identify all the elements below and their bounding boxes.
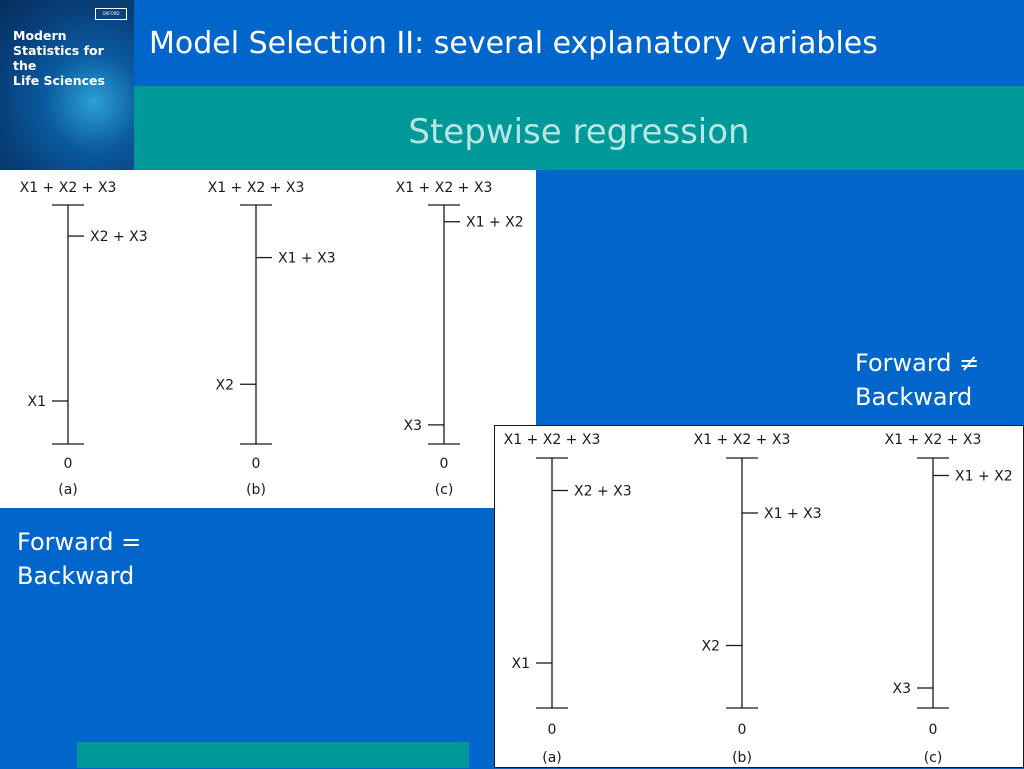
top-diagram-step-label-1-1: X2 [216, 377, 235, 393]
bottom-diagram-step-label-1-0: X1 + X3 [764, 506, 822, 522]
forward-eq-backward-label: Forward = Backward [17, 525, 141, 593]
top-diagram-zero-label-0: 0 [64, 456, 73, 472]
bottom-diagram-step-label-1-1: X2 [702, 639, 721, 655]
title-bar: Model Selection II: several explanatory … [134, 0, 1024, 86]
slide-title: Model Selection II: several explanatory … [149, 26, 878, 61]
forward-neq-line-2: Backward [855, 383, 973, 411]
bottom-diagram-step-label-0-1: X1 [512, 656, 531, 672]
bottom-diagram-caption-1: (b) [732, 750, 752, 766]
forward-neq-line-1: Forward ≠ [855, 349, 980, 377]
bottom-diagram-panel-2: X1 + X2 + X3 X1 + X2 X3 0 (c) [885, 432, 1013, 766]
book-title: Modern Statistics for the Life Sciences [13, 28, 131, 88]
top-diagram-caption-1: (b) [246, 482, 266, 498]
bottom-diagram-top-label-2: X1 + X2 + X3 [885, 432, 982, 448]
top-diagram-caption-2: (c) [435, 482, 454, 498]
bottom-diagram-top-label-1: X1 + X2 + X3 [694, 432, 791, 448]
bottom-diagram-panel-1: X1 + X2 + X3 X1 + X3 X2 0 (b) [694, 432, 822, 766]
top-diagram-panel-2: X1 + X2 + X3 X1 + X2 X3 0 (c) [396, 180, 524, 498]
top-diagram-step-label-2-0: X1 + X2 [466, 215, 524, 231]
top-diagram-zero-label-1: 0 [252, 456, 261, 472]
top-diagram-top-label-2: X1 + X2 + X3 [396, 180, 493, 196]
top-diagram-zero-label-2: 0 [440, 456, 449, 472]
book-title-line-2: Statistics for the [13, 43, 104, 73]
bottom-diagram-step-label-0-0: X2 + X3 [574, 484, 632, 500]
top-diagram-top-label-0: X1 + X2 + X3 [20, 180, 117, 196]
bottom-diagram-panel-0: X1 + X2 + X3 X2 + X3 X1 0 (a) [504, 432, 632, 766]
top-diagram-top-label-1: X1 + X2 + X3 [208, 180, 305, 196]
subtitle-bar: Stepwise regression [134, 86, 1024, 170]
bottom-diagram-caption-2: (c) [924, 750, 943, 766]
top-diagram-panel-0: X1 + X2 + X3 X2 + X3 X1 0 (a) [20, 180, 148, 498]
book-cover: OXFORD Modern Statistics for the Life Sc… [0, 0, 134, 170]
forward-neq-backward-label: Forward ≠ Backward [855, 346, 979, 414]
publisher-logo: OXFORD [95, 8, 127, 20]
top-diagram-step-label-2-1: X3 [404, 418, 423, 434]
top-diagram-caption-0: (a) [58, 482, 78, 498]
bottom-diagram-zero-label-0: 0 [548, 722, 557, 738]
bottom-diagram-zero-label-2: 0 [929, 722, 938, 738]
book-title-line-1: Modern [13, 28, 67, 43]
top-diagram-step-label-0-1: X1 [28, 394, 47, 410]
book-title-line-3: Life Sciences [13, 73, 105, 88]
stepwise-diagram-bottom: X1 + X2 + X3 X2 + X3 X1 0 (a) X1 + X2 + X3 X1 … [494, 425, 1024, 768]
top-diagram-step-label-0-0: X2 + X3 [90, 229, 148, 245]
slide-subtitle: Stepwise regression [408, 112, 750, 152]
footer-strip [77, 742, 469, 768]
bottom-diagram-zero-label-1: 0 [738, 722, 747, 738]
forward-eq-line-1: Forward = [17, 528, 142, 556]
bottom-diagram-step-label-2-0: X1 + X2 [955, 469, 1013, 485]
bottom-diagram-step-label-2-1: X3 [893, 681, 912, 697]
top-diagram-step-label-1-0: X1 + X3 [278, 251, 336, 267]
top-diagram-panel-1: X1 + X2 + X3 X1 + X3 X2 0 (b) [208, 180, 336, 498]
bottom-diagram-caption-0: (a) [542, 750, 562, 766]
forward-eq-line-2: Backward [17, 562, 135, 590]
bottom-diagram-top-label-0: X1 + X2 + X3 [504, 432, 601, 448]
stepwise-diagram-top: X1 + X2 + X3 X2 + X3 X1 0 (a) X1 + X2 + X3 X1 … [0, 170, 536, 508]
